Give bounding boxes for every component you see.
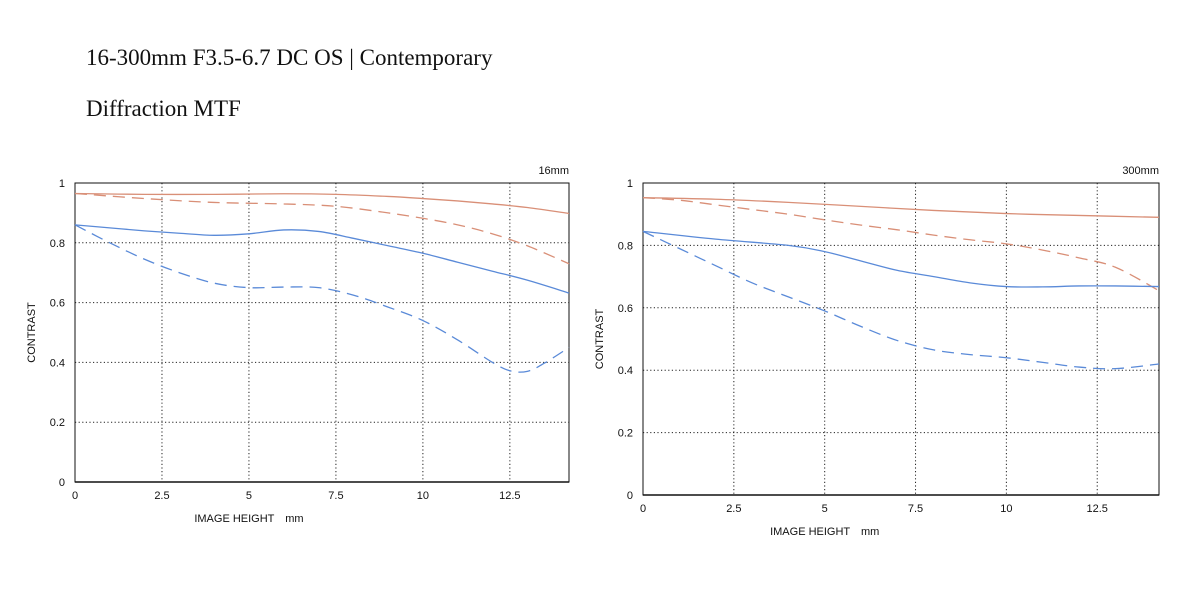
y-tick-label: 0 — [59, 477, 65, 489]
y-tick-label: 0.2 — [618, 428, 633, 440]
focal-length-label: 300mm — [1122, 165, 1159, 177]
x-tick-label: 10 — [1000, 503, 1012, 515]
y-axis-label: CONTRAST — [26, 302, 38, 363]
focal-length-label: 16mm — [538, 165, 569, 177]
y-tick-label: 0.6 — [618, 303, 633, 315]
plot-frame — [74, 182, 570, 483]
y-tick-label: 0 — [627, 490, 633, 502]
y-axis-label: CONTRAST — [594, 308, 606, 369]
x-tick-label: 7.5 — [328, 490, 343, 502]
y-tick-label: 0.6 — [50, 298, 65, 310]
y-tick-label: 0.8 — [618, 240, 633, 252]
series-line-orange-dashed — [642, 197, 1160, 292]
y-tick-label: 0.4 — [50, 357, 65, 369]
series-line-blue-solid — [642, 230, 1160, 288]
x-tick-label: 0 — [640, 503, 646, 515]
x-tick-label: 12.5 — [1087, 503, 1108, 515]
x-tick-label: 5 — [246, 490, 252, 502]
series-line-orange-solid — [74, 192, 570, 215]
plot-frame — [642, 182, 1160, 496]
page-subtitle: Diffraction MTF — [86, 96, 241, 121]
y-tick-label: 1 — [59, 178, 65, 190]
series-line-orange-solid — [642, 197, 1160, 218]
y-tick-label: 0.8 — [50, 238, 65, 250]
series-line-blue-dashed — [74, 224, 570, 373]
x-tick-label: 10 — [417, 490, 429, 502]
x-tick-label: 7.5 — [908, 503, 923, 515]
series-line-blue-dashed — [642, 230, 1160, 370]
series-line-orange-dashed — [74, 192, 570, 265]
x-axis-label: IMAGE HEIGHT mm — [770, 526, 879, 538]
y-tick-label: 0.2 — [50, 417, 65, 429]
x-tick-label: 5 — [822, 503, 828, 515]
x-axis-label: IMAGE HEIGHT mm — [194, 513, 303, 525]
x-tick-label: 2.5 — [726, 503, 741, 515]
x-tick-label: 12.5 — [499, 490, 520, 502]
page-title: 16-300mm F3.5-6.7 DC OS | Contemporary — [86, 45, 493, 70]
y-tick-label: 1 — [627, 178, 633, 190]
series-line-blue-solid — [74, 224, 570, 294]
x-tick-label: 2.5 — [154, 490, 169, 502]
y-tick-label: 0.4 — [618, 365, 633, 377]
x-tick-label: 0 — [72, 490, 78, 502]
